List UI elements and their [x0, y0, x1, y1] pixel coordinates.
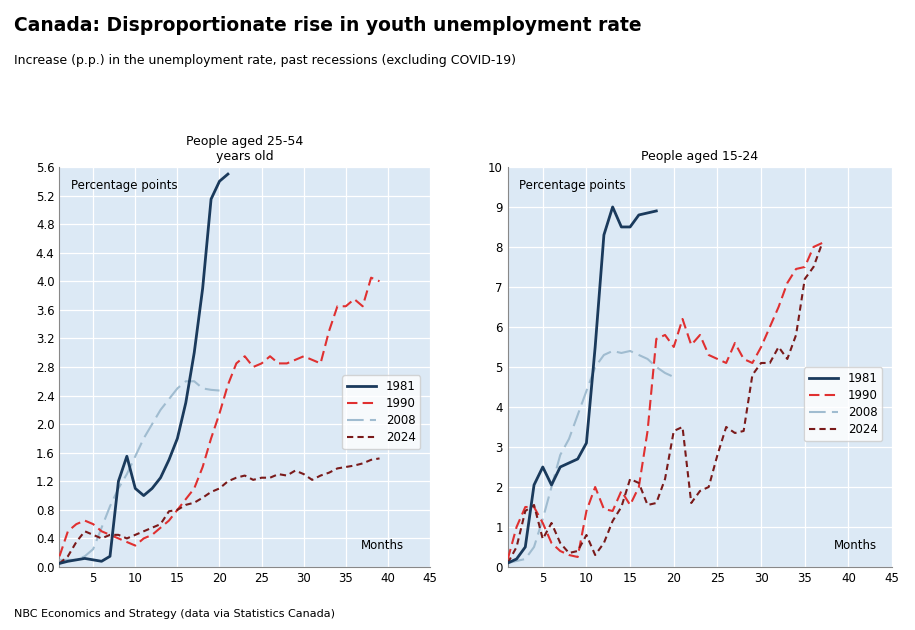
Text: Percentage points: Percentage points — [520, 179, 626, 192]
Text: Months: Months — [361, 539, 404, 552]
Title: People aged 25-54
years old: People aged 25-54 years old — [186, 135, 304, 163]
Legend: 1981, 1990, 2008, 2024: 1981, 1990, 2008, 2024 — [342, 375, 420, 449]
Text: Increase (p.p.) in the unemployment rate, past recessions (excluding COVID-19): Increase (p.p.) in the unemployment rate… — [14, 54, 516, 67]
Legend: 1981, 1990, 2008, 2024: 1981, 1990, 2008, 2024 — [804, 367, 882, 441]
Text: Percentage points: Percentage points — [70, 179, 178, 192]
Text: Canada: Disproportionate rise in youth unemployment rate: Canada: Disproportionate rise in youth u… — [14, 16, 641, 35]
Title: People aged 15-24: People aged 15-24 — [641, 150, 759, 163]
Text: Months: Months — [834, 539, 877, 552]
Text: NBC Economics and Strategy (data via Statistics Canada): NBC Economics and Strategy (data via Sta… — [14, 609, 335, 619]
